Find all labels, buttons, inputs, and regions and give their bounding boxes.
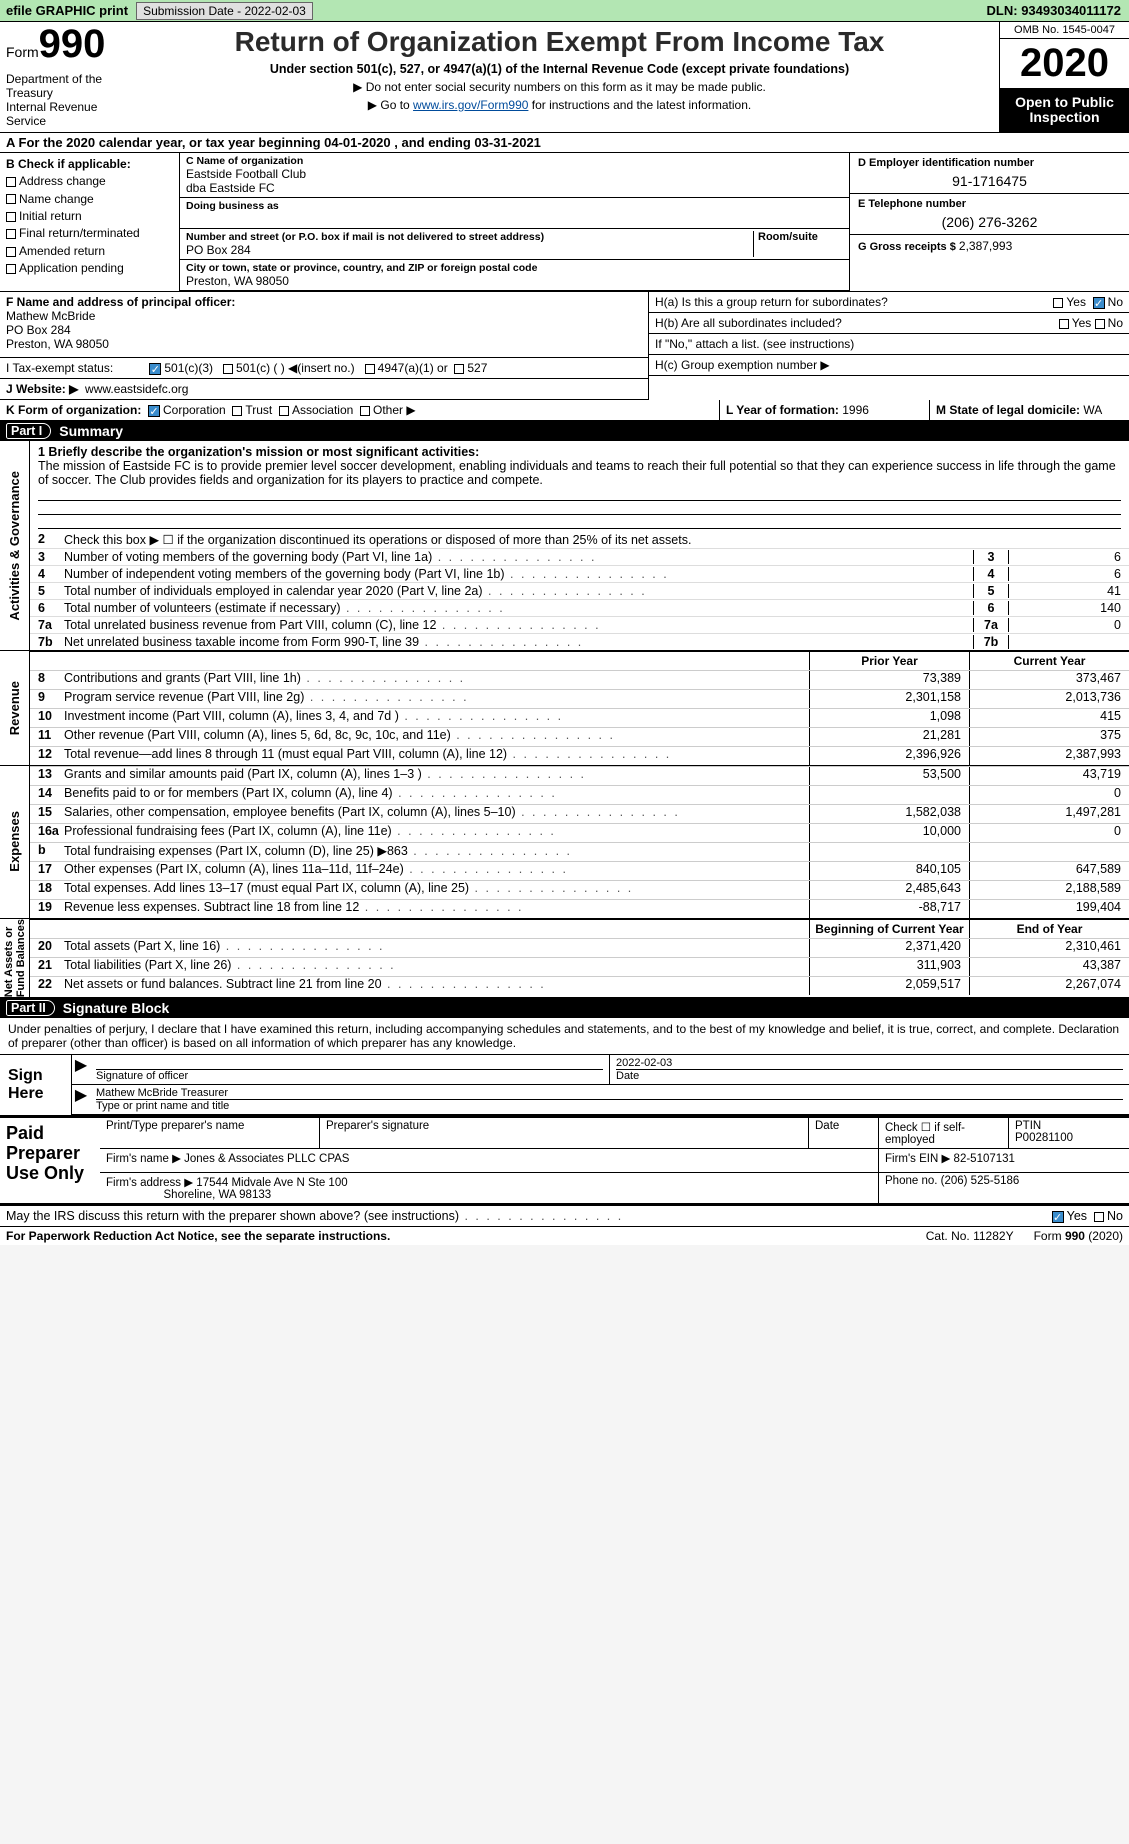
form-subtitle: Under section 501(c), 527, or 4947(a)(1)… <box>128 62 991 76</box>
summary-line-7b: 7bNet unrelated business taxable income … <box>30 633 1129 650</box>
corporation-check <box>148 405 160 417</box>
summary-line-6: 6Total number of volunteers (estimate if… <box>30 599 1129 616</box>
form-990-label: Form990 <box>6 26 114 62</box>
tax-year: 2020 <box>1000 39 1129 89</box>
box-b: B Check if applicable: Address change Na… <box>0 153 180 291</box>
signature-date: 2022-02-03 <box>616 1057 1123 1069</box>
officer-type-name: Mathew McBride Treasurer <box>96 1087 1123 1099</box>
form-note-2: ▶ Go to www.irs.gov/Form990 for instruct… <box>128 98 991 112</box>
entity-block: B Check if applicable: Address change Na… <box>0 153 1129 291</box>
org-city: Preston, WA 98050 <box>186 274 843 288</box>
ein: 91-1716475 <box>858 169 1121 189</box>
part-1-header: Part I Summary <box>0 421 1129 441</box>
summary-line-5: 5Total number of individuals employed in… <box>30 582 1129 599</box>
signature-block: Under penalties of perjury, I declare th… <box>0 1018 1129 1116</box>
net-assets-section: Net Assets or Fund Balances Beginning of… <box>0 919 1129 998</box>
top-bar: efile GRAPHIC print Submission Date - 20… <box>0 0 1129 22</box>
vtab-expenses: Expenses <box>7 811 22 872</box>
line-19: 19Revenue less expenses. Subtract line 1… <box>30 899 1129 918</box>
form-title: Return of Organization Exempt From Incom… <box>128 26 991 58</box>
telephone: (206) 276-3262 <box>858 210 1121 230</box>
officer-name: Mathew McBride <box>6 309 642 323</box>
vtab-activities: Activities & Governance <box>7 471 22 621</box>
omb-number: OMB No. 1545-0047 <box>1000 22 1129 39</box>
line-10: 10Investment income (Part VIII, column (… <box>30 708 1129 727</box>
501c3-checkbox <box>149 363 161 375</box>
lower-entity: F Name and address of principal officer:… <box>0 291 1129 400</box>
line-22: 22Net assets or fund balances. Subtract … <box>30 976 1129 995</box>
line-11: 11Other revenue (Part VIII, column (A), … <box>30 727 1129 746</box>
gross-receipts: 2,387,993 <box>959 239 1012 253</box>
line-b: bTotal fundraising expenses (Part IX, co… <box>30 842 1129 861</box>
box-d-e-g: D Employer identification number 91-1716… <box>849 153 1129 291</box>
group-return-no-check <box>1093 297 1105 309</box>
website: www.eastsidefc.org <box>85 382 188 396</box>
line-20: 20Total assets (Part X, line 16)2,371,42… <box>30 938 1129 957</box>
activities-governance-section: Activities & Governance 1 Briefly descri… <box>0 441 1129 651</box>
summary-line-7a: 7aTotal unrelated business revenue from … <box>30 616 1129 633</box>
vtab-netassets: Net Assets or Fund Balances <box>3 919 27 997</box>
submission-date-btn[interactable]: Submission Date - 2022-02-03 <box>136 2 313 20</box>
dln: DLN: 93493034011172 <box>979 3 1129 18</box>
firm-ein: 82-5107131 <box>954 1153 1015 1165</box>
paid-preparer-block: Paid Preparer Use Only Print/Type prepar… <box>0 1116 1129 1205</box>
summary-line-3: 3Number of voting members of the governi… <box>30 548 1129 565</box>
open-to-public: Open to Public Inspection <box>1000 89 1129 132</box>
line-12: 12Total revenue—add lines 8 through 11 (… <box>30 746 1129 765</box>
form-header: Form990 Department of the Treasury Inter… <box>0 22 1129 133</box>
ptin: P00281100 <box>1015 1132 1123 1144</box>
discuss-yes-check <box>1052 1211 1064 1223</box>
tax-period: A For the 2020 calendar year, or tax yea… <box>0 133 1129 153</box>
line-13: 13Grants and similar amounts paid (Part … <box>30 766 1129 785</box>
expenses-section: Expenses 13Grants and similar amounts pa… <box>0 766 1129 919</box>
efile-label: efile GRAPHIC print <box>0 3 134 18</box>
line-21: 21Total liabilities (Part X, line 26)311… <box>30 957 1129 976</box>
form-note-1: ▶ Do not enter social security numbers o… <box>128 80 991 94</box>
preparer-phone: (206) 525-5186 <box>941 1175 1020 1187</box>
line-17: 17Other expenses (Part IX, column (A), l… <box>30 861 1129 880</box>
discuss-row: May the IRS discuss this return with the… <box>0 1205 1129 1226</box>
box-c: C Name of organization Eastside Football… <box>180 153 849 291</box>
line-14: 14Benefits paid to or for members (Part … <box>30 785 1129 804</box>
line-8: 8Contributions and grants (Part VIII, li… <box>30 670 1129 689</box>
department-label: Department of the Treasury Internal Reve… <box>6 72 114 128</box>
form990-link[interactable]: www.irs.gov/Form990 <box>413 98 528 112</box>
vtab-revenue: Revenue <box>7 681 22 735</box>
summary-line-4: 4Number of independent voting members of… <box>30 565 1129 582</box>
page-footer: For Paperwork Reduction Act Notice, see … <box>0 1226 1129 1245</box>
line-15: 15Salaries, other compensation, employee… <box>30 804 1129 823</box>
mission-text: The mission of Eastside FC is to provide… <box>38 459 1121 487</box>
part-2-header: Part II Signature Block <box>0 998 1129 1018</box>
line-9: 9Program service revenue (Part VIII, lin… <box>30 689 1129 708</box>
line-16a: 16aProfessional fundraising fees (Part I… <box>30 823 1129 842</box>
org-street: PO Box 284 <box>186 243 753 257</box>
row-k-l-m: K Form of organization: Corporation Trus… <box>0 400 1129 421</box>
sign-here-label: Sign Here <box>0 1055 72 1115</box>
firm-name: Jones & Associates PLLC CPAS <box>184 1153 349 1165</box>
revenue-section: Revenue Prior YearCurrent Year 8Contribu… <box>0 651 1129 766</box>
org-name: Eastside Football Club <box>186 167 843 181</box>
line-18: 18Total expenses. Add lines 13–17 (must … <box>30 880 1129 899</box>
